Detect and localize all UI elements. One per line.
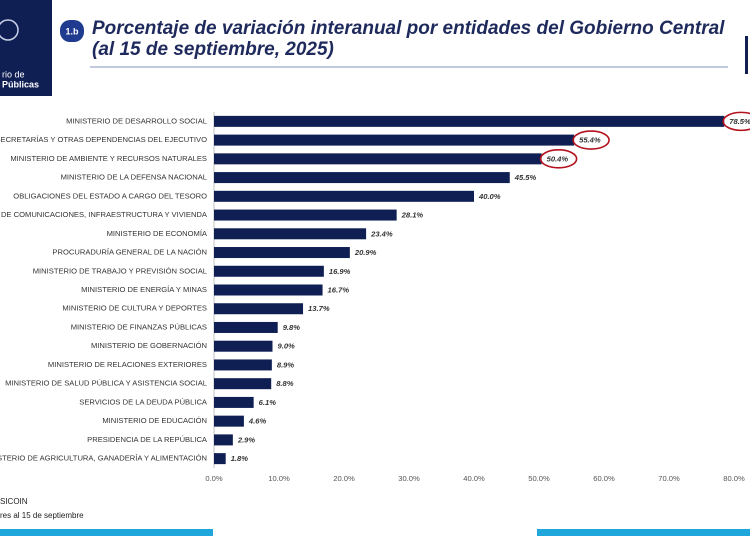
- bar: [214, 115, 725, 127]
- value-label: 20.9%: [354, 248, 377, 257]
- value-label: 9.0%: [278, 342, 296, 351]
- footer-bar: [537, 529, 750, 536]
- value-label: 16.7%: [328, 286, 350, 295]
- bar: [214, 190, 474, 202]
- category-label: MINISTERIO DE AGRICULTURA, GANADERÍA Y A…: [0, 454, 207, 463]
- title: (al 15 de septiembre, 2025): [92, 39, 334, 60]
- bar: [214, 453, 226, 465]
- category-label: MINISTERIO DE FINANZAS PÚBLICAS: [71, 322, 207, 331]
- value-label: 40.0%: [478, 192, 501, 201]
- bar: [214, 153, 542, 165]
- x-tick-label: 50.0%: [528, 474, 550, 483]
- x-tick-label: 70.0%: [658, 474, 680, 483]
- logo-emblem: [0, 19, 19, 41]
- footer-text: res al 15 de septiembre: [0, 511, 84, 520]
- category-label: MINISTERIO DE DESARROLLO SOCIAL: [66, 116, 207, 125]
- category-label: SERVICIOS DE LA DEUDA PÚBLICA: [79, 397, 208, 406]
- bar: [214, 415, 244, 427]
- category-label: MINISTERIO DE COMUNICACIONES, INFRAESTRU…: [0, 210, 208, 219]
- value-label: 8.8%: [276, 379, 294, 388]
- value-label: 6.1%: [259, 398, 277, 407]
- value-label: 23.4%: [370, 229, 393, 238]
- x-tick-label: 20.0%: [333, 474, 355, 483]
- highlight-circle: [572, 130, 610, 150]
- value-label: 78.5%: [729, 117, 750, 126]
- footer-text: SICOIN: [0, 497, 28, 506]
- category-label: MINISTERIO DE CULTURA Y DEPORTES: [62, 304, 207, 313]
- bar: [214, 321, 278, 333]
- value-label: 45.5%: [514, 173, 537, 182]
- bar: [214, 247, 350, 259]
- x-tick-label: 60.0%: [593, 474, 615, 483]
- value-label: 13.7%: [308, 304, 330, 313]
- bar: [214, 228, 367, 240]
- value-label: 8.9%: [277, 360, 295, 369]
- bar: [214, 434, 233, 446]
- value-label: 1.8%: [231, 454, 249, 463]
- logo-box: [0, 0, 52, 96]
- category-label: PROCURADURÍA GENERAL DE LA NACIÓN: [52, 248, 207, 257]
- category-label: MINISTERIO DE EDUCACIÓN: [102, 416, 207, 425]
- x-tick-label: 10.0%: [268, 474, 290, 483]
- category-label: MINISTERIO DE RELACIONES EXTERIORES: [48, 360, 207, 369]
- value-label: 50.4%: [547, 154, 569, 163]
- category-label: SECRETARÍAS Y OTRAS DEPENDENCIAS DEL EJE…: [0, 135, 207, 144]
- bar: [214, 396, 254, 408]
- value-label: 55.4%: [579, 136, 601, 145]
- category-label: MINISTERIO DE GOBERNACIÓN: [91, 341, 207, 350]
- x-tick-label: 80.0%: [723, 474, 745, 483]
- value-label: 4.6%: [248, 417, 267, 426]
- x-tick-label: 0.0%: [205, 474, 223, 483]
- category-label: MINISTERIO DE TRABAJO Y PREVISIÓN SOCIAL: [33, 266, 207, 275]
- bar: [214, 134, 575, 146]
- bar: [214, 359, 272, 371]
- bar: [214, 303, 304, 315]
- category-label: MINISTERIO DE ECONOMÍA: [107, 229, 208, 238]
- title: Porcentaje de variación interanual por e…: [92, 18, 725, 39]
- bar: [214, 209, 397, 221]
- logo-text: Públicas: [2, 79, 39, 89]
- corner-mark: [745, 36, 748, 74]
- category-label: PRESIDENCIA DE LA REPÚBLICA: [87, 435, 208, 444]
- bar: [214, 265, 324, 277]
- value-label: 16.9%: [329, 267, 351, 276]
- category-label: MINISTERIO DE ENERGÍA Y MINAS: [81, 285, 207, 294]
- value-label: 2.9%: [237, 435, 256, 444]
- x-tick-label: 30.0%: [398, 474, 420, 483]
- x-tick-label: 40.0%: [463, 474, 485, 483]
- footer-bar: [0, 529, 213, 536]
- bar: [214, 378, 272, 390]
- category-label: MINISTERIO DE AMBIENTE Y RECURSOS NATURA…: [10, 154, 207, 163]
- category-label: MINISTERIO DE SALUD PÚBLICA Y ASISTENCIA…: [5, 379, 207, 388]
- bar: [214, 284, 323, 296]
- badge-text: 1.b: [65, 26, 79, 36]
- bar: [214, 172, 510, 184]
- value-label: 28.1%: [401, 211, 424, 220]
- highlight-circle: [722, 111, 750, 132]
- highlight-circle: [539, 149, 578, 169]
- category-label: OBLIGACIONES DEL ESTADO A CARGO DEL TESO…: [13, 191, 207, 200]
- value-label: 9.8%: [283, 323, 301, 332]
- logo-text: rio de: [2, 69, 25, 79]
- category-label: MINISTERIO DE LA DEFENSA NACIONAL: [61, 173, 207, 182]
- bar: [214, 340, 273, 352]
- badge: [60, 20, 84, 42]
